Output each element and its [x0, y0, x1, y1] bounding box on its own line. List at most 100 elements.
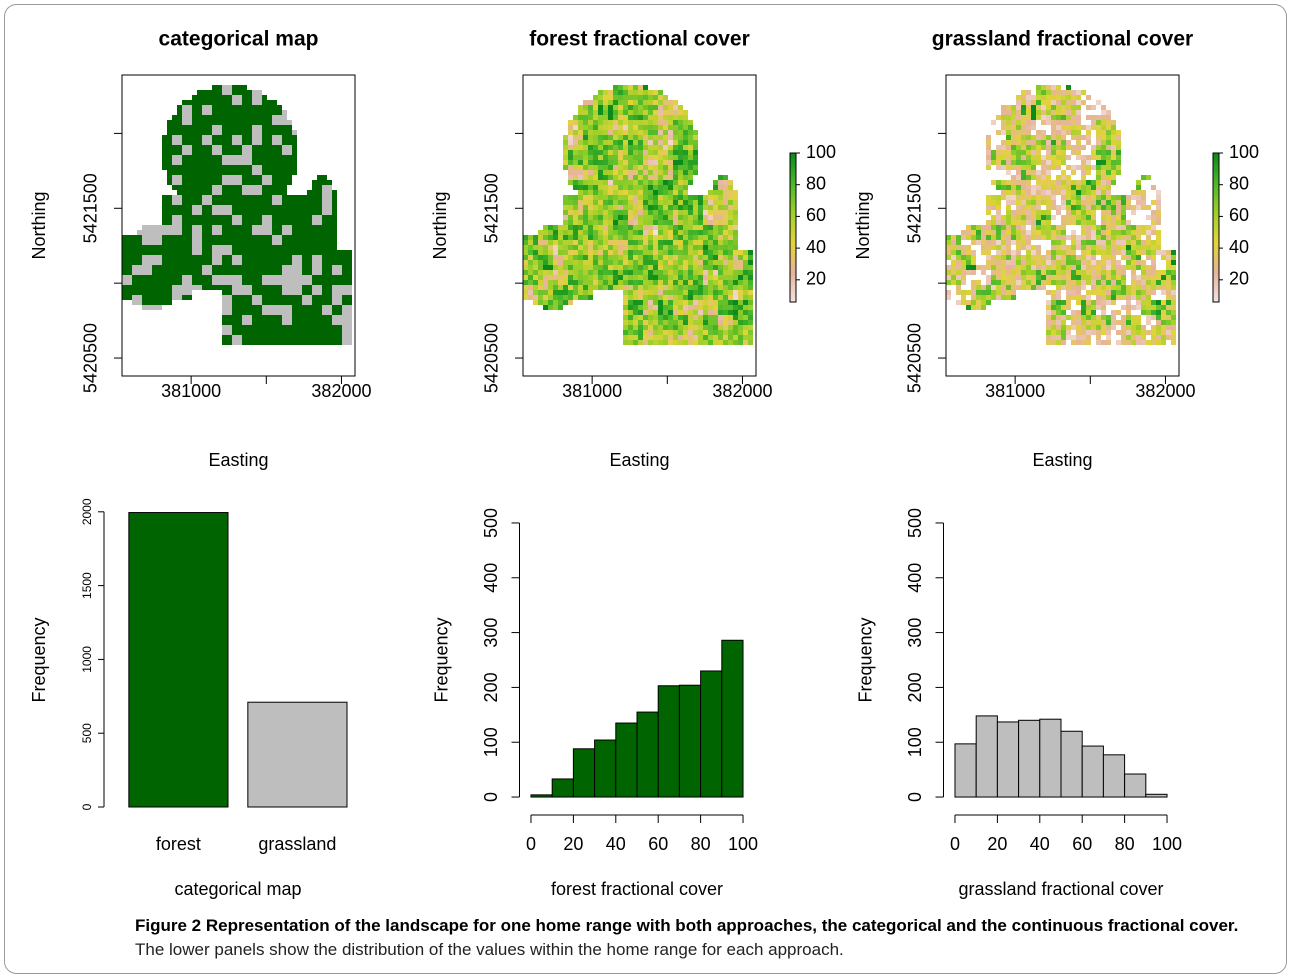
raster-cell [127, 275, 132, 280]
colorbar-cell [790, 249, 796, 253]
raster-cell [317, 265, 322, 270]
raster-cell [633, 90, 638, 95]
raster-cell [538, 240, 543, 245]
raster-cell [1046, 175, 1051, 180]
raster-cell [558, 275, 563, 280]
panel-title: forest fractional cover [529, 28, 750, 51]
raster-cell [1041, 140, 1046, 145]
raster-cell [1011, 245, 1016, 250]
raster-cell [1101, 270, 1106, 275]
raster-cell [1106, 305, 1111, 310]
raster-cell [728, 310, 733, 315]
raster-cell [693, 335, 698, 340]
raster-cell [1146, 180, 1151, 185]
raster-cell [738, 340, 743, 345]
raster-cell [1016, 195, 1021, 200]
raster-cell [1071, 320, 1076, 325]
raster-cell [976, 270, 981, 275]
raster-cell [633, 335, 638, 340]
raster-cell [1076, 125, 1081, 130]
raster-cell [287, 150, 292, 155]
raster-cell [708, 325, 713, 330]
raster-cell [588, 155, 593, 160]
raster-cell [1051, 175, 1056, 180]
raster-cell [257, 150, 262, 155]
raster-cell [1141, 280, 1146, 285]
raster-cell [222, 245, 227, 250]
raster-cell [342, 330, 347, 335]
raster-cell [1041, 160, 1046, 165]
raster-cell [991, 205, 996, 210]
raster-cell [723, 175, 728, 180]
raster-cell [1021, 155, 1026, 160]
raster-cell [1161, 265, 1166, 270]
raster-cell [643, 240, 648, 245]
raster-cell [678, 155, 683, 160]
raster-cell [242, 110, 247, 115]
raster-cell [971, 275, 976, 280]
raster-cell [703, 295, 708, 300]
raster-cell [1046, 265, 1051, 270]
raster-cell [1086, 220, 1091, 225]
raster-cell [277, 305, 282, 310]
raster-cell [262, 335, 267, 340]
raster-cell [648, 340, 653, 345]
raster-cell [247, 245, 252, 250]
raster-cell [197, 240, 202, 245]
raster-cell [247, 325, 252, 330]
raster-cell [217, 155, 222, 160]
raster-cell [217, 115, 222, 120]
raster-cell [127, 270, 132, 275]
raster-cell [996, 285, 1001, 290]
raster-cell [1011, 255, 1016, 260]
raster-cell [207, 245, 212, 250]
raster-cell [678, 200, 683, 205]
raster-cell [1076, 205, 1081, 210]
raster-cell [1011, 275, 1016, 280]
raster-cell [688, 120, 693, 125]
raster-cell [748, 325, 753, 330]
raster-cell [292, 145, 297, 150]
raster-cell [322, 315, 327, 320]
raster-cell [1126, 305, 1131, 310]
raster-cell [713, 305, 718, 310]
raster-cell [658, 300, 663, 305]
raster-cell [1026, 160, 1031, 165]
raster-cell [1111, 175, 1116, 180]
raster-cell [307, 300, 312, 305]
raster-cell [618, 260, 623, 265]
raster-cell [1081, 340, 1086, 345]
raster-cell [247, 275, 252, 280]
raster-cell [743, 290, 748, 295]
raster-cell [533, 255, 538, 260]
raster-cell [523, 270, 528, 275]
raster-cell [573, 220, 578, 225]
raster-cell [613, 275, 618, 280]
raster-cell [272, 320, 277, 325]
raster-cell [723, 305, 728, 310]
raster-cell [573, 135, 578, 140]
raster-cell [543, 260, 548, 265]
raster-cell [1156, 205, 1161, 210]
raster-cell [648, 240, 653, 245]
raster-cell [1001, 220, 1006, 225]
raster-cell [733, 280, 738, 285]
raster-cell [723, 245, 728, 250]
raster-cell [583, 145, 588, 150]
raster-cell [533, 295, 538, 300]
raster-cell [247, 165, 252, 170]
raster-cell [643, 175, 648, 180]
raster-cell [563, 230, 568, 235]
raster-cell [1086, 115, 1091, 120]
raster-cell [523, 250, 528, 255]
raster-cell [1121, 325, 1126, 330]
raster-cell [1061, 235, 1066, 240]
raster-cell [1061, 230, 1066, 235]
raster-cell [307, 310, 312, 315]
raster-cell [1111, 320, 1116, 325]
raster-cell [698, 215, 703, 220]
raster-cell [1126, 330, 1131, 335]
raster-cell [252, 220, 257, 225]
raster-cell [1036, 205, 1041, 210]
raster-cell [583, 295, 588, 300]
